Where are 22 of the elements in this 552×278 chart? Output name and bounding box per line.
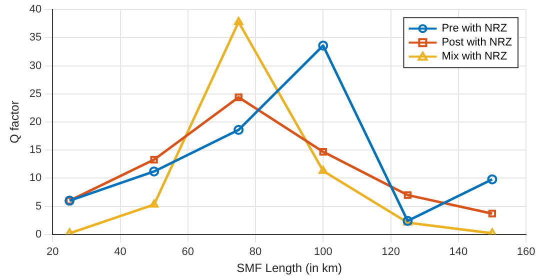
y-tick-label: 40 [29,4,42,16]
y-tick-label: 30 [29,60,42,72]
y-tick-label: 20 [29,116,42,128]
legend-label: Post with NRZ [442,36,512,49]
y-axis-title: Q factor [8,100,22,144]
x-tick-label: 140 [449,246,468,258]
legend-label: Mix with NRZ [442,50,508,63]
legend-label: Pre with NRZ [442,22,508,35]
x-tick-label: 160 [516,246,536,258]
x-tick-label: 20 [46,246,59,258]
x-tick-label: 40 [114,246,126,258]
x-tick-label: 80 [249,246,262,258]
y-tick-label: 25 [29,88,42,100]
y-tick-label: 0 [36,228,42,240]
y-tick-label: 15 [29,144,42,156]
x-tick-label: 120 [382,246,400,258]
x-tick-label: 60 [182,246,194,258]
y-tick-label: 10 [29,172,42,184]
x-axis-title: SMF Length (in km) [236,261,342,276]
y-tick-label: 35 [29,32,42,44]
x-tick-label: 100 [314,246,332,258]
y-tick-label: 5 [36,200,42,212]
